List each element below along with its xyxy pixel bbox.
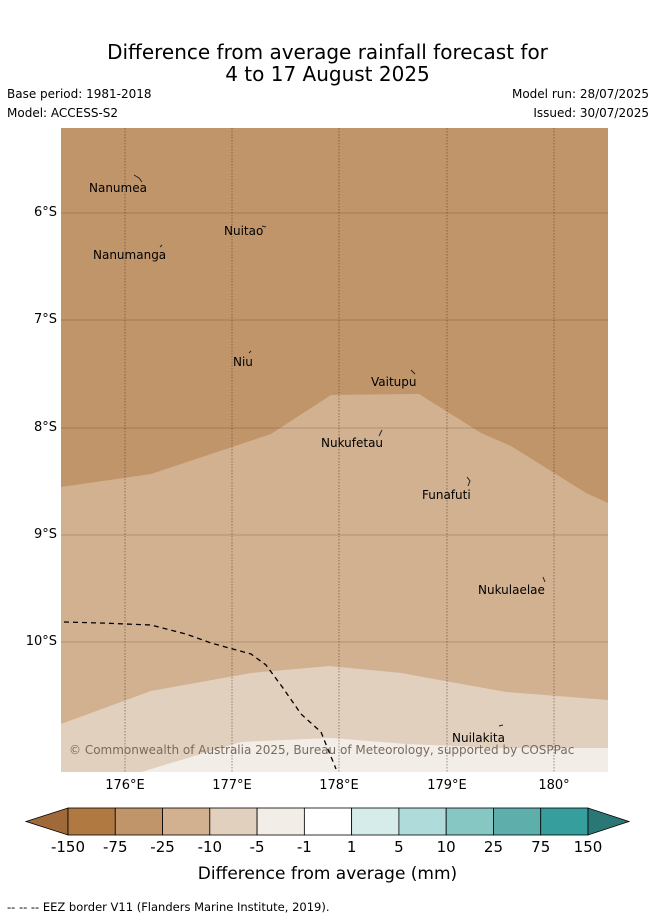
island-label-nuitao: Nuitao [224, 224, 263, 238]
colorbar-extend-low [24, 807, 69, 836]
zone-minus-5-to-minus-1 [61, 666, 608, 772]
colorbar-extend-high [587, 807, 631, 836]
island-label-vaitupu: Vaitupu [371, 375, 417, 389]
lon-tick-178e: 178°E [319, 778, 359, 793]
graticule [124, 128, 555, 772]
eez-border [63, 621, 337, 770]
island-label-nanumanga: Nanumanga [93, 248, 166, 262]
colorbar-segment [398, 807, 447, 836]
colorbar-segment [445, 807, 494, 836]
rainfall-anomaly-map: Nanumea Nuitao Nanumanga Niu Vaitupu Nuk… [61, 128, 608, 772]
nukulaelae-island-shape [542, 576, 546, 583]
nanumanga-island-shape [159, 244, 163, 248]
copyright-notice: © Commonwealth of Australia 2025, Bureau… [69, 743, 574, 757]
island-label-nukulaelae: Nukulaelae [478, 583, 545, 597]
colorbar-segment [209, 807, 258, 836]
lon-tick-176e: 176°E [105, 778, 145, 793]
colorbar-tick-label: 10 [436, 838, 456, 856]
model-run: Model run: 28/07/2025 [511, 87, 649, 101]
lon-tick-177e: 177°E [212, 778, 252, 793]
lon-tick-179e: 179°E [427, 778, 467, 793]
lat-tick-10s: 10°S [25, 634, 57, 649]
map-title: Difference from average rainfall forecas… [0, 41, 655, 85]
model-name: Model: ACCESS-S2 [7, 106, 119, 120]
colorbar-tick-label: -1 [296, 838, 312, 856]
nuilakita-island-shape [498, 724, 504, 727]
colorbar [24, 807, 631, 836]
colorbar-tick-label: -75 [103, 838, 128, 856]
colorbar-tick-label: -5 [249, 838, 265, 856]
zone-minus-10-to-minus-5 [61, 394, 608, 772]
colorbar-segment [114, 807, 163, 836]
latitude-lines [61, 212, 608, 643]
colorbar-tick-label: -25 [150, 838, 175, 856]
colorbar-segment [303, 807, 353, 836]
island-labels: Nanumea Nuitao Nanumanga Niu Vaitupu Nuk… [89, 181, 545, 745]
island-label-funafuti: Funafuti [422, 488, 471, 502]
funafuti-island-shape [466, 476, 471, 487]
issued-date: Issued: 30/07/2025 [533, 106, 649, 120]
nanumea-island-shape [133, 174, 143, 183]
nuitao-island-shape [261, 225, 267, 228]
colorbar-segment [256, 807, 305, 836]
eez-legend-note: -- -- -- EEZ border V11 (Flanders Marine… [7, 900, 330, 914]
colorbar-tick-label: -10 [197, 838, 223, 856]
colorbar-tick-label: 5 [394, 838, 404, 856]
colorbar-tick-label: 25 [483, 838, 503, 856]
base-period: Base period: 1981-2018 [7, 87, 152, 101]
vaitupu-island-shape [410, 369, 416, 375]
nukufetau-island-shape [378, 429, 383, 437]
colorbar-tick-label: 150 [573, 838, 603, 856]
colorbar-tick-label: 1 [346, 838, 357, 856]
colorbar-segment [351, 807, 400, 836]
colorbar-title: Difference from average (mm) [197, 864, 458, 884]
map-title-line2: 4 to 17 August 2025 [225, 62, 430, 86]
colorbar-segment [162, 807, 211, 836]
island-label-nuilakita: Nuilakita [452, 731, 505, 745]
map-title-line1: Difference from average rainfall forecas… [107, 40, 548, 64]
island-outlines [133, 174, 546, 727]
lon-tick-180: 180° [538, 778, 570, 793]
colorbar-segment [67, 807, 116, 836]
island-label-niu: Niu [233, 355, 253, 369]
colorbar-segment [540, 807, 589, 836]
zone-minus-1-to-1 [141, 738, 608, 772]
island-label-nukufetau: Nukufetau [321, 436, 383, 450]
niu-island-shape [248, 350, 252, 354]
lat-tick-6s: 6°S [33, 205, 57, 220]
island-label-nanumea: Nanumea [89, 181, 147, 195]
colorbar-segment [493, 807, 542, 836]
lat-tick-9s: 9°S [33, 527, 57, 542]
colorbar-tick-label: -150 [50, 838, 86, 856]
colorbar-tick-label: 75 [531, 838, 551, 856]
lat-tick-7s: 7°S [33, 312, 57, 327]
map-panel: Nanumea Nuitao Nanumanga Niu Vaitupu Nuk… [61, 128, 608, 772]
lat-tick-8s: 8°S [33, 420, 57, 435]
